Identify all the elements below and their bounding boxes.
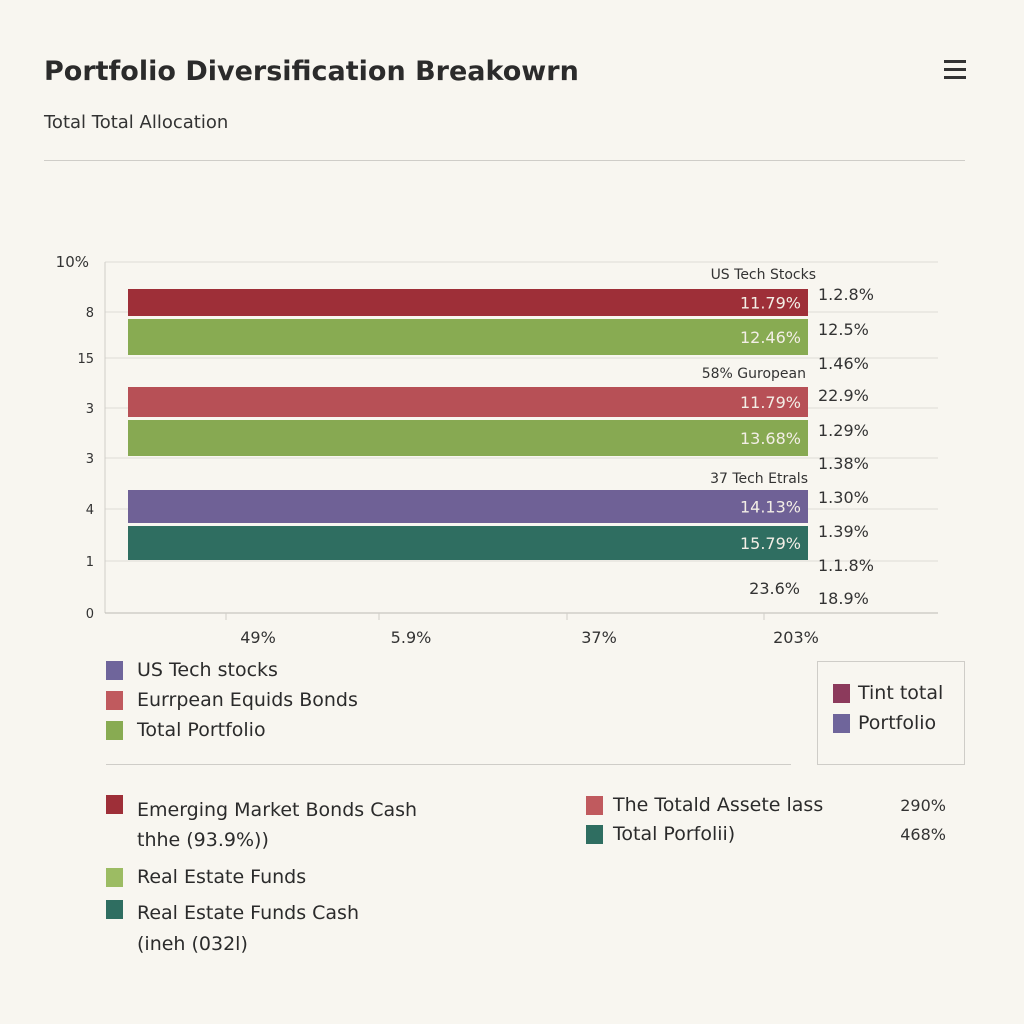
- bar: [128, 420, 808, 456]
- legend-label: Eurrpean Equids Bonds: [137, 689, 358, 711]
- divider: [106, 764, 791, 765]
- right-value-label: 1.39%: [818, 522, 869, 541]
- x-tick-label: 203%: [773, 628, 819, 647]
- group-label: US Tech Stocks: [711, 267, 816, 283]
- y-tick-label: 8: [86, 306, 94, 321]
- legend-swatch: [833, 684, 850, 703]
- bar: [128, 526, 808, 560]
- bar-value-label: 12.46%: [740, 328, 801, 347]
- legend-item: Total Porfolii): [586, 823, 735, 845]
- group-label: 23.6%: [749, 579, 800, 598]
- legend-label: Total Porfolii): [613, 823, 736, 845]
- legend-label: Emerging Market Bonds Cash: [137, 799, 418, 821]
- legend-swatch: [106, 900, 123, 919]
- page-subtitle: Total Total Allocation: [44, 112, 229, 133]
- bar-value-label: 15.79%: [740, 534, 801, 553]
- legend-label: Portfolio: [858, 712, 937, 734]
- legend-swatch: [106, 795, 123, 814]
- right-value-label: 12.5%: [818, 320, 869, 339]
- legend-item: US Tech stocks: [106, 659, 278, 681]
- legend-swatch: [106, 691, 123, 710]
- page-title: Portfolio Diversification Breakowrn: [44, 56, 579, 87]
- y-tick-label: 3: [86, 452, 94, 467]
- legend-label: Tint total: [858, 682, 944, 704]
- bar-chart: 10% 8 15 3 3 4 1 0 49% 5.9% 37% 203% 11.79% 12.46% 11.…: [56, 253, 938, 647]
- y-tick-label: 0: [86, 607, 94, 622]
- bar-value-label: 11.79%: [740, 393, 801, 412]
- legend-item: Portfolio: [833, 712, 936, 734]
- bar-value-label: 13.68%: [740, 429, 801, 448]
- bar-value-label: 11.79%: [740, 294, 801, 313]
- legend-swatch: [586, 796, 603, 815]
- right-value-label: 1.29%: [818, 421, 869, 440]
- legend-swatch: [586, 825, 603, 844]
- y-tick-label: 1: [86, 555, 94, 570]
- y-tick-label: 10%: [56, 253, 89, 271]
- right-value-label: 1.2.8%: [818, 285, 874, 304]
- y-tick-label: 4: [86, 503, 94, 518]
- legend-sublabel: thhe (93.9%)): [137, 829, 269, 851]
- legend-label: Real Estate Funds Cash: [137, 902, 359, 924]
- legend-swatch: [106, 721, 123, 740]
- right-value-label: 1.38%: [818, 454, 869, 473]
- legend-swatch: [833, 714, 850, 733]
- legend-box: [817, 661, 965, 765]
- legend-item: Real Estate Funds: [106, 866, 306, 888]
- legend-value: 468%: [900, 825, 946, 844]
- legend-item: Tint total: [833, 682, 943, 704]
- y-tick-label: 15: [77, 352, 94, 367]
- legend-item: The Totald Assete lass: [586, 794, 823, 816]
- right-value-label: 1.30%: [818, 488, 869, 507]
- x-tick-label: 37%: [581, 628, 617, 647]
- legend-item: Emerging Market Bonds Cash thhe (93.9%)): [106, 795, 417, 855]
- right-value-label: 18.9%: [818, 589, 869, 608]
- x-tick-label: 49%: [240, 628, 276, 647]
- bar: [128, 387, 808, 417]
- right-value-label: 1.1.8%: [818, 556, 874, 575]
- hamburger-menu-icon[interactable]: [944, 60, 966, 84]
- legend-label: US Tech stocks: [137, 659, 278, 681]
- y-tick-label: 3: [86, 402, 94, 417]
- bar: [128, 319, 808, 355]
- bar: [128, 490, 808, 523]
- legend-sublabel: (ineh (032l): [137, 933, 248, 955]
- right-value-label: 1.46%: [818, 354, 869, 373]
- legend-label: Total Portfolio: [137, 719, 266, 741]
- right-value-label: 22.9%: [818, 386, 869, 405]
- legend-value: 290%: [900, 796, 946, 815]
- group-label: 37 Tech Etrals: [710, 471, 808, 487]
- legend-item: Total Portfolio: [106, 719, 266, 741]
- legend-item: Real Estate Funds Cash (ineh (032l): [106, 898, 359, 960]
- legend-swatch: [106, 661, 123, 680]
- divider: [44, 160, 965, 161]
- bar: [128, 289, 808, 316]
- group-label: 58% Guropean: [702, 366, 806, 382]
- x-tick-label: 5.9%: [391, 628, 432, 647]
- legend-label: The Totald Assete lass: [613, 794, 824, 816]
- legend-swatch: [106, 868, 123, 887]
- legend-label: Real Estate Funds: [137, 866, 307, 888]
- legend-item: Eurrpean Equids Bonds: [106, 689, 358, 711]
- bar-value-label: 14.13%: [740, 498, 801, 517]
